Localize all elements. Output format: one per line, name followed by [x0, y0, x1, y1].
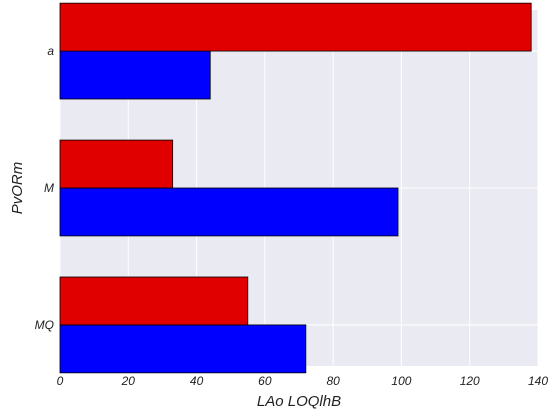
y-tick-labels: MQ Ma [35, 44, 55, 332]
x-tick-label: 0 [57, 374, 64, 388]
x-tick-label: 40 [190, 374, 204, 388]
bar-a-series-2 [59, 2, 532, 52]
x-tick-label: 120 [460, 374, 480, 388]
bar-a-series-1 [59, 50, 211, 100]
y-tick-label: MQ [35, 318, 54, 332]
bar-M-series-2 [59, 139, 174, 189]
bar-MQ-series-2 [59, 276, 249, 326]
y-tick-label: a [47, 44, 54, 58]
y-tick-label: M [44, 181, 54, 195]
x-tick-label: 80 [326, 374, 340, 388]
bar-MQ-series-1 [59, 324, 307, 374]
x-tick-label: 60 [258, 374, 272, 388]
x-tick-labels: 0 20 40 60 80 100 120 140 [57, 374, 549, 388]
y-axis-label: PvORm [9, 162, 26, 215]
x-axis-label: LAo LOQlhB [257, 393, 341, 410]
x-tick-label: 20 [121, 374, 136, 388]
x-tick-label: 140 [528, 374, 548, 388]
bars [59, 2, 532, 374]
x-tick-label: 100 [391, 374, 411, 388]
bar-M-series-1 [59, 187, 399, 237]
